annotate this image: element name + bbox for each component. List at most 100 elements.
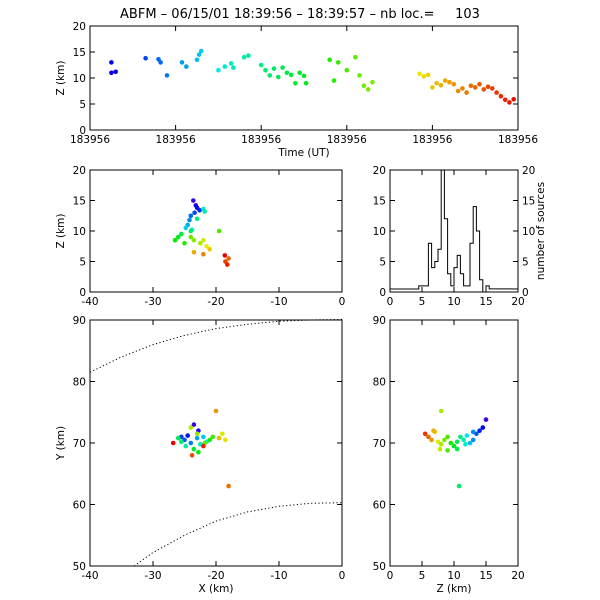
data-point bbox=[179, 231, 184, 237]
data-point bbox=[494, 90, 499, 95]
x-tick-label: 5 bbox=[419, 570, 426, 582]
y-tick-label-left: 20 bbox=[373, 165, 386, 177]
data-point bbox=[196, 449, 201, 455]
data-point bbox=[213, 408, 219, 414]
data-point bbox=[226, 256, 231, 261]
data-point bbox=[216, 435, 222, 441]
y-tick-label-left: 15 bbox=[373, 196, 386, 208]
data-point bbox=[448, 440, 454, 446]
data-point bbox=[468, 83, 474, 89]
data-point bbox=[451, 443, 457, 449]
y-axis-label-right: number of sources bbox=[535, 182, 547, 280]
data-point bbox=[216, 67, 221, 73]
x-tick-label: 10 bbox=[447, 570, 460, 582]
data-point bbox=[109, 70, 114, 76]
data-point bbox=[467, 440, 473, 446]
data-point bbox=[507, 100, 512, 105]
data-point bbox=[490, 86, 495, 91]
data-point bbox=[158, 60, 163, 65]
data-point bbox=[477, 428, 482, 434]
data-point bbox=[284, 70, 290, 76]
panel-z-y: 0 5 10 15 20 50 60 70 80 90 Z (km) bbox=[373, 315, 525, 595]
data-point bbox=[175, 435, 181, 441]
x-axis-label: Time (UT) bbox=[277, 147, 329, 159]
x-tick-label: -30 bbox=[144, 570, 161, 582]
data-point bbox=[188, 425, 194, 430]
panel-x-z: -40 -30 -20 -10 0 0 5 10 15 20 Z (km) bbox=[55, 165, 345, 308]
range-boundary-curve bbox=[133, 502, 343, 567]
data-point bbox=[207, 247, 212, 252]
data-point bbox=[222, 64, 228, 69]
x-tick-label: 0 bbox=[387, 570, 394, 582]
y-tick-label: 15 bbox=[522, 196, 535, 208]
data-point bbox=[464, 433, 470, 438]
x-axis-label: Z (km) bbox=[436, 583, 471, 595]
data-point bbox=[477, 81, 482, 87]
data-point bbox=[191, 422, 197, 427]
y-tick-label-left: 5 bbox=[379, 257, 386, 269]
data-point bbox=[231, 65, 236, 70]
data-point bbox=[210, 434, 216, 440]
data-point bbox=[429, 437, 434, 443]
data-point bbox=[194, 216, 200, 222]
data-point bbox=[327, 57, 333, 63]
data-point bbox=[179, 60, 185, 65]
y-tick-label: 0 bbox=[79, 125, 86, 137]
data-point bbox=[201, 237, 206, 243]
data-point bbox=[472, 85, 478, 90]
data-point bbox=[447, 79, 452, 85]
data-point bbox=[198, 240, 203, 246]
data-point bbox=[199, 48, 204, 54]
y-axis-label: Z (km) bbox=[55, 60, 67, 95]
data-point bbox=[188, 213, 194, 219]
data-point bbox=[164, 73, 170, 78]
data-point bbox=[437, 446, 443, 452]
data-point bbox=[357, 73, 362, 78]
data-point bbox=[188, 228, 194, 234]
x-tick-label: 183956 bbox=[70, 134, 110, 146]
y-tick-label: 70 bbox=[73, 438, 86, 450]
data-point bbox=[293, 80, 298, 86]
data-point bbox=[172, 237, 178, 243]
data-point bbox=[431, 428, 436, 434]
data-point bbox=[438, 83, 444, 88]
data-point bbox=[353, 54, 358, 60]
x-tick-label: -10 bbox=[270, 296, 287, 308]
data-point bbox=[481, 87, 487, 92]
data-point bbox=[434, 80, 440, 86]
data-point bbox=[456, 483, 462, 489]
histogram-step-line bbox=[390, 169, 519, 293]
data-point bbox=[228, 61, 234, 66]
data-point bbox=[435, 439, 441, 445]
data-point bbox=[204, 244, 209, 249]
data-point bbox=[226, 483, 231, 489]
data-point bbox=[276, 74, 281, 80]
data-point bbox=[184, 64, 189, 69]
y-tick-label: 5 bbox=[79, 257, 86, 269]
plot-frame bbox=[389, 319, 519, 567]
x-tick-label: -40 bbox=[81, 296, 98, 308]
y-tick-label: 50 bbox=[373, 561, 386, 573]
data-point bbox=[370, 79, 375, 85]
data-point bbox=[335, 60, 341, 65]
data-point bbox=[220, 431, 225, 437]
x-tick-label: 20 bbox=[511, 296, 524, 308]
x-tick-label: 0 bbox=[387, 296, 394, 308]
y-tick-label: 10 bbox=[73, 226, 86, 238]
data-point bbox=[225, 262, 230, 267]
range-boundary-curve bbox=[89, 318, 343, 373]
data-point bbox=[223, 437, 228, 443]
data-point bbox=[442, 78, 448, 83]
y-tick-label: 70 bbox=[373, 438, 386, 450]
x-tick-label: 183956 bbox=[241, 134, 281, 146]
y-tick-label: 20 bbox=[73, 165, 86, 177]
data-point bbox=[271, 66, 277, 71]
data-point bbox=[191, 250, 197, 255]
data-point bbox=[483, 417, 489, 422]
data-point bbox=[182, 240, 187, 246]
data-point bbox=[470, 429, 476, 435]
data-point bbox=[189, 453, 195, 458]
data-point bbox=[461, 437, 466, 443]
data-point bbox=[246, 53, 251, 58]
figure-title: ABFM – 06/15/01 18:39:56 – 18:39:57 – nb… bbox=[120, 7, 480, 22]
